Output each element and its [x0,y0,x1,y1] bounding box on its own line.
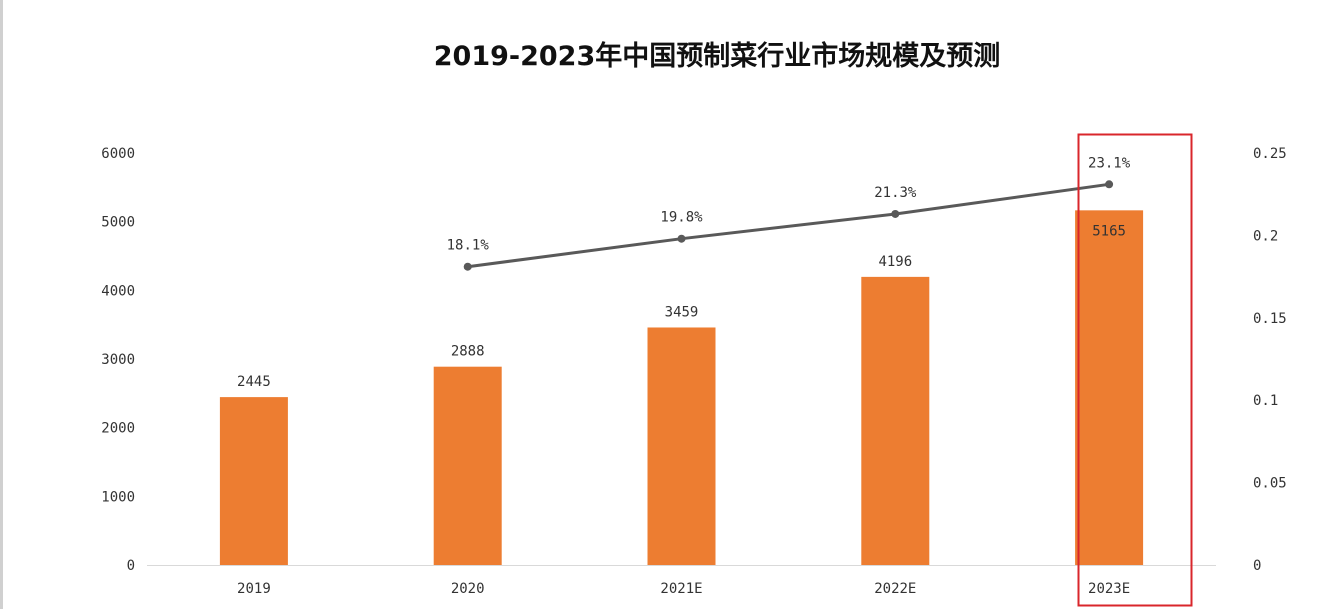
right-axis-tick-label: 0.2 [1253,228,1278,244]
left-axis-tick-label: 4000 [101,283,135,299]
left-axis-tick-label: 3000 [101,352,135,368]
right-axis-tick-label: 0.25 [1253,146,1287,162]
bar-value-label: 3459 [665,304,699,320]
growth-rate-point [1105,180,1114,189]
bar [1075,210,1144,565]
growth-rate-label: 23.1% [1088,155,1131,171]
x-axis-tick-label: 2022E [874,581,916,597]
bar [647,327,716,565]
x-axis-tick-label: 2023E [1088,581,1130,597]
x-axis-tick-label: 2019 [237,581,271,597]
bar-value-label: 2888 [451,344,485,360]
bar-value-label: 5165 [1092,223,1126,239]
growth-rate-point [891,209,900,218]
left-axis-tick-label: 0 [127,558,135,574]
left-axis-tick-label: 2000 [101,421,135,437]
growth-rate-point [677,234,686,243]
bar [861,276,930,565]
highlight-box [1077,133,1193,607]
right-axis-tick-label: 0.15 [1253,311,1287,327]
growth-rate-label: 18.1% [447,238,490,254]
x-axis-tick-label: 2020 [451,581,485,597]
growth-rate-line [467,182,1110,269]
right-axis-tick-label: 0 [1253,558,1261,574]
bar-value-label: 4196 [878,254,912,270]
left-axis-tick-label: 6000 [101,146,135,162]
right-axis-tick-label: 0.1 [1253,393,1278,409]
growth-rate-point [463,262,472,271]
growth-rate-label: 21.3% [874,185,917,201]
bar-value-label: 2445 [237,374,271,390]
bar [433,366,502,565]
left-axis-tick-label: 1000 [101,489,135,505]
bar [219,397,288,565]
x-axis-tick-label: 2021E [660,581,702,597]
growth-rate-label: 19.8% [660,210,703,226]
chart-title: 2019-2023年中国预制菜行业市场规模及预测 [433,41,1001,72]
left-axis-tick-label: 5000 [101,215,135,231]
left-border [0,0,3,609]
right-axis-tick-label: 0.05 [1253,476,1287,492]
